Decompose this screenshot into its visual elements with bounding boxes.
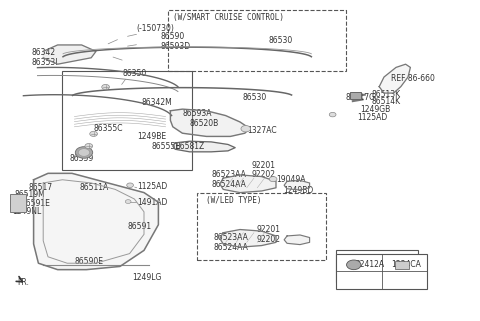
Text: 19049A: 19049A: [276, 175, 305, 184]
Text: 86581Z: 86581Z: [175, 142, 204, 151]
Text: 86517G: 86517G: [346, 93, 375, 102]
Text: 1125AD: 1125AD: [137, 182, 167, 191]
Circle shape: [102, 84, 109, 90]
Polygon shape: [220, 230, 276, 247]
Text: 1334CA: 1334CA: [391, 260, 421, 269]
Text: (-150730): (-150730): [137, 24, 175, 33]
Circle shape: [125, 200, 131, 204]
Text: 1491AD: 1491AD: [137, 198, 167, 207]
Polygon shape: [34, 173, 158, 270]
Polygon shape: [43, 45, 96, 64]
Circle shape: [347, 260, 361, 270]
Text: 86342M: 86342M: [142, 98, 172, 107]
Text: 1249LG: 1249LG: [132, 273, 161, 282]
Circle shape: [269, 177, 277, 182]
Circle shape: [75, 147, 93, 158]
Text: 86511A: 86511A: [79, 183, 108, 192]
Text: 92201
92202: 92201 92202: [252, 161, 276, 179]
Polygon shape: [173, 141, 235, 152]
Circle shape: [90, 131, 97, 136]
Text: 1249GB: 1249GB: [360, 105, 390, 114]
Text: 86350: 86350: [122, 69, 147, 78]
Bar: [10, 194, 26, 212]
Text: 86513K: 86513K: [372, 90, 401, 99]
Text: 86591: 86591: [127, 222, 151, 231]
Bar: [350, 92, 361, 99]
Text: 1327AC: 1327AC: [247, 126, 277, 134]
Text: 86530: 86530: [242, 93, 267, 102]
Polygon shape: [284, 180, 310, 190]
Text: 1249NL: 1249NL: [12, 207, 41, 216]
Text: 86523AA
86524AA: 86523AA 86524AA: [214, 233, 249, 252]
Text: 1125AD: 1125AD: [358, 113, 388, 122]
Circle shape: [127, 183, 133, 187]
Text: (W/LED TYPE): (W/LED TYPE): [206, 196, 262, 205]
Polygon shape: [379, 64, 410, 93]
Text: 86342
86353I: 86342 86353I: [31, 48, 58, 67]
Text: 86593A: 86593A: [182, 109, 212, 118]
Polygon shape: [170, 109, 250, 136]
Text: 86520B: 86520B: [190, 119, 219, 128]
Text: 1249BD: 1249BD: [283, 187, 313, 195]
Text: 86555E: 86555E: [151, 142, 180, 151]
Text: 86590: 86590: [161, 32, 185, 41]
Text: 86517: 86517: [29, 183, 53, 192]
Text: 1249BE: 1249BE: [137, 132, 166, 141]
Text: 86590E: 86590E: [74, 257, 103, 266]
Text: FR.: FR.: [17, 278, 29, 287]
Bar: [336, 254, 427, 289]
Text: 86519M: 86519M: [14, 190, 45, 199]
Text: 86514K: 86514K: [372, 97, 401, 106]
Text: 86523AA
86524AA: 86523AA 86524AA: [211, 170, 246, 189]
Text: REF 86-660: REF 86-660: [391, 74, 435, 83]
Text: 86591E: 86591E: [22, 199, 50, 208]
Text: 86359: 86359: [70, 154, 94, 163]
Text: 92201
92202: 92201 92202: [257, 225, 281, 244]
Text: 22412A: 22412A: [355, 260, 384, 269]
Polygon shape: [220, 175, 276, 193]
Text: 86530: 86530: [269, 36, 293, 45]
Text: ⊕: ⊕: [350, 260, 357, 269]
Bar: [395, 261, 409, 269]
Circle shape: [85, 143, 93, 149]
Text: 86355C: 86355C: [94, 124, 123, 133]
Circle shape: [329, 112, 336, 117]
Polygon shape: [284, 235, 310, 245]
Text: (W/SMART CRUISE CONTROL): (W/SMART CRUISE CONTROL): [173, 13, 284, 22]
Circle shape: [78, 149, 90, 156]
Text: 86593D: 86593D: [161, 42, 191, 51]
Circle shape: [241, 126, 251, 132]
